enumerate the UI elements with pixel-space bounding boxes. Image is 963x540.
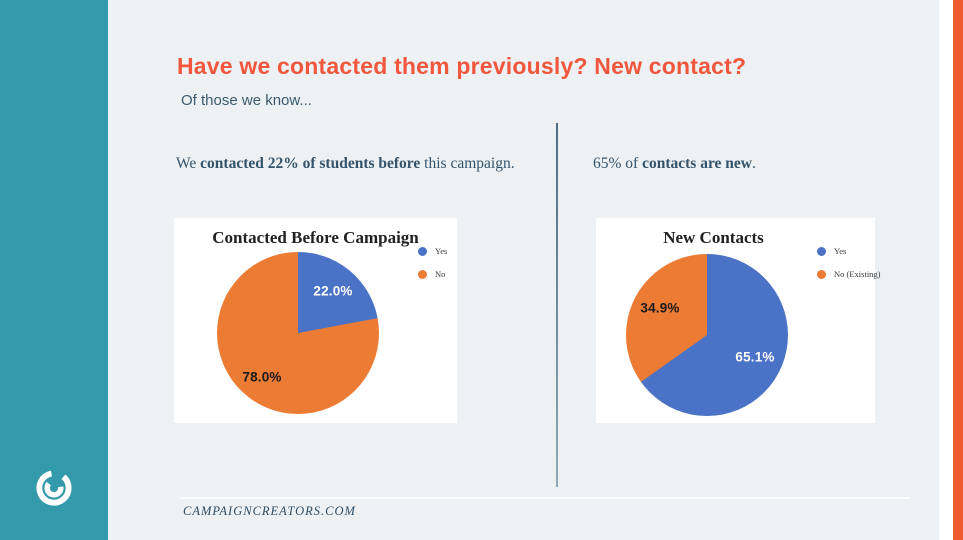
page-title: Have we contacted them previously? New c…: [177, 53, 747, 79]
chart-title: New Contacts: [663, 228, 764, 247]
chart-new-contacts: New Contacts 65.1% 34.9% Yes No (Existin…: [596, 218, 881, 423]
legend-dot-no-icon: [418, 269, 427, 279]
right-lead-text: 65% of contacts are new.: [593, 155, 923, 173]
legend-dot-no-existing-icon: [817, 269, 826, 279]
footer-url: CAMPAIGNCREATORS.COM: [183, 504, 356, 518]
right-lead-bold: contacts are new: [642, 155, 752, 172]
right-accent-stripe: [953, 0, 963, 540]
pie-slice-label-no: 78.0%: [242, 369, 282, 385]
pie-slice-label-no-existing: 34.9%: [640, 300, 680, 316]
legend-label-no: No: [435, 269, 446, 279]
left-lead-pre: We: [176, 155, 201, 172]
legend-label-yes: Yes: [435, 246, 448, 256]
legend-label-yes: Yes: [834, 246, 847, 256]
pie-slice-label-yes: 22.0%: [313, 283, 353, 299]
pie-contacted-before: [217, 252, 379, 414]
right-lead-post: .: [752, 155, 756, 172]
chart-legend: Yes No (Existing): [817, 246, 881, 292]
legend-dot-yes-icon: [817, 246, 826, 256]
legend-dot-yes-icon: [418, 246, 427, 256]
pie-slice-label-yes: 65.1%: [735, 349, 775, 365]
page-subtitle: Of those we know...: [181, 92, 312, 109]
legend-item-yes: Yes: [418, 246, 447, 256]
left-lead-post: this campaign.: [420, 155, 515, 172]
campaign-creators-logo-icon: [36, 470, 72, 506]
pie-new-contacts: [626, 254, 788, 416]
right-lead-pre: 65% of: [593, 155, 643, 172]
legend-item-yes: Yes: [817, 246, 881, 256]
chart-contacted-before-campaign: Contacted Before Campaign 22.0% 78.0% Ye…: [174, 218, 457, 423]
legend-label-no-existing: No (Existing): [834, 269, 881, 279]
legend-item-no-existing: No (Existing): [817, 269, 881, 279]
left-lead-bold: contacted 22% of students before: [200, 155, 421, 172]
legend-item-no: No: [418, 269, 447, 279]
teal-sidebar: [0, 0, 108, 540]
section-divider: [556, 123, 558, 487]
chart-title: Contacted Before Campaign: [212, 228, 419, 247]
footer-divider: [180, 497, 910, 499]
chart-legend: Yes No: [418, 246, 447, 292]
left-lead-text: We contacted 22% of students before this…: [176, 155, 536, 173]
